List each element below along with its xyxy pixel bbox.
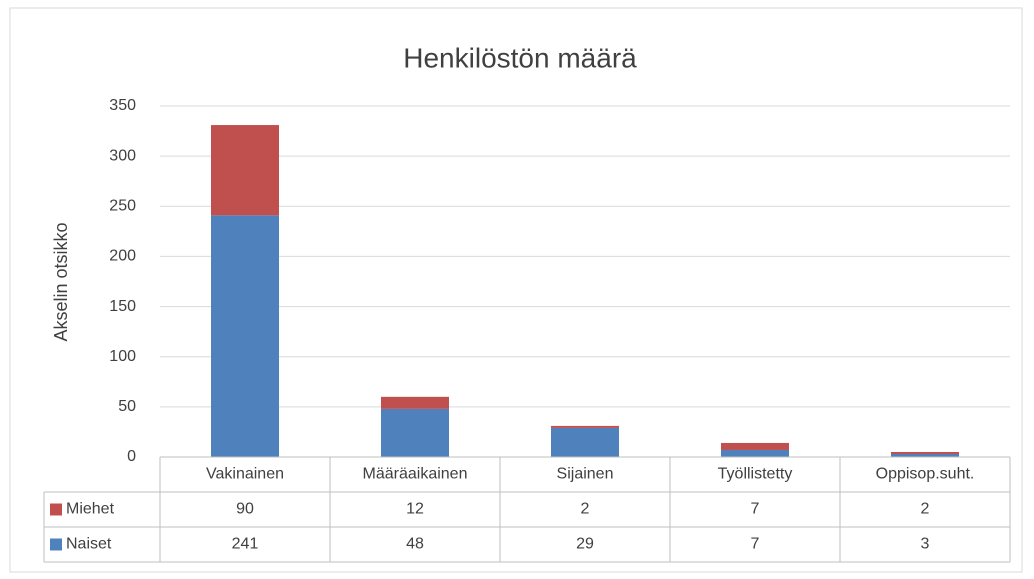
y-tick-label: 200 (109, 248, 136, 265)
x-tick-label: Työllistetty (718, 466, 793, 483)
bar-segment (891, 451, 959, 454)
x-tick-label: Sijainen (557, 466, 614, 483)
table-value: 7 (751, 536, 760, 553)
y-tick-label: 50 (118, 398, 136, 415)
legend-label: Naiset (66, 536, 112, 553)
table-value: 90 (236, 501, 254, 518)
table-value: 3 (921, 536, 930, 553)
bar-segment (381, 408, 449, 457)
legend-swatch (50, 538, 62, 551)
table-value: 2 (921, 501, 930, 518)
table-value: 48 (406, 536, 424, 553)
legend-swatch (50, 503, 62, 516)
y-axis-label: Akselin otsikko (51, 222, 71, 341)
x-tick-label: Määräaikainen (363, 466, 468, 483)
bar-segment (381, 396, 449, 409)
bar-segment (891, 453, 959, 457)
x-tick-label: Vakinainen (206, 466, 284, 483)
bar-segment (721, 442, 789, 450)
y-tick-label: 0 (127, 448, 136, 465)
legend-label: Miehet (66, 501, 115, 518)
bar-segment (551, 427, 619, 457)
y-tick-label: 350 (109, 97, 136, 114)
x-tick-label: Oppisop.suht. (876, 466, 975, 483)
table-value: 7 (751, 501, 760, 518)
y-tick-label: 300 (109, 147, 136, 164)
bar-segment (721, 449, 789, 457)
y-tick-label: 150 (109, 298, 136, 315)
bar-segment (551, 425, 619, 428)
y-tick-label: 250 (109, 198, 136, 215)
table-value: 29 (576, 536, 594, 553)
table-value: 12 (406, 501, 424, 518)
table-value: 241 (232, 536, 259, 553)
bar-segment (211, 125, 279, 216)
chart-border (9, 7, 1023, 573)
y-tick-label: 100 (109, 348, 136, 365)
table-value: 2 (581, 501, 590, 518)
chart-title: Henkilöstön määrä (403, 42, 637, 73)
bar-segment (211, 215, 279, 457)
